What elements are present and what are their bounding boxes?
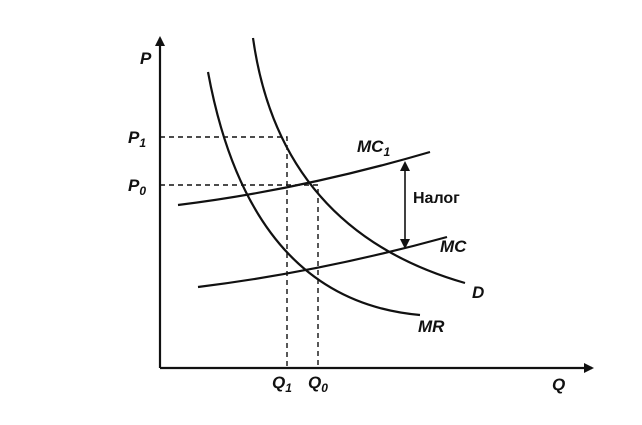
guide-line xyxy=(160,184,319,368)
y-axis-label: P xyxy=(140,49,152,68)
price-label: P1 xyxy=(128,128,146,150)
x-axis-label: Q xyxy=(552,375,565,394)
guide-line xyxy=(160,136,288,368)
mr-curve xyxy=(206,71,421,317)
curve-label: MC xyxy=(440,237,467,256)
mc-curve xyxy=(197,235,448,289)
price-label: P0 xyxy=(128,176,146,198)
curve-label: MR xyxy=(418,317,445,336)
quantity-label: Q0 xyxy=(308,373,328,395)
quantity-label: Q1 xyxy=(272,373,292,395)
tax-label: Налог xyxy=(413,190,460,207)
curve-label: MC1 xyxy=(357,137,390,159)
curve-label: D xyxy=(472,283,484,302)
demand-curve xyxy=(251,37,466,285)
mc1-curve xyxy=(177,150,431,207)
